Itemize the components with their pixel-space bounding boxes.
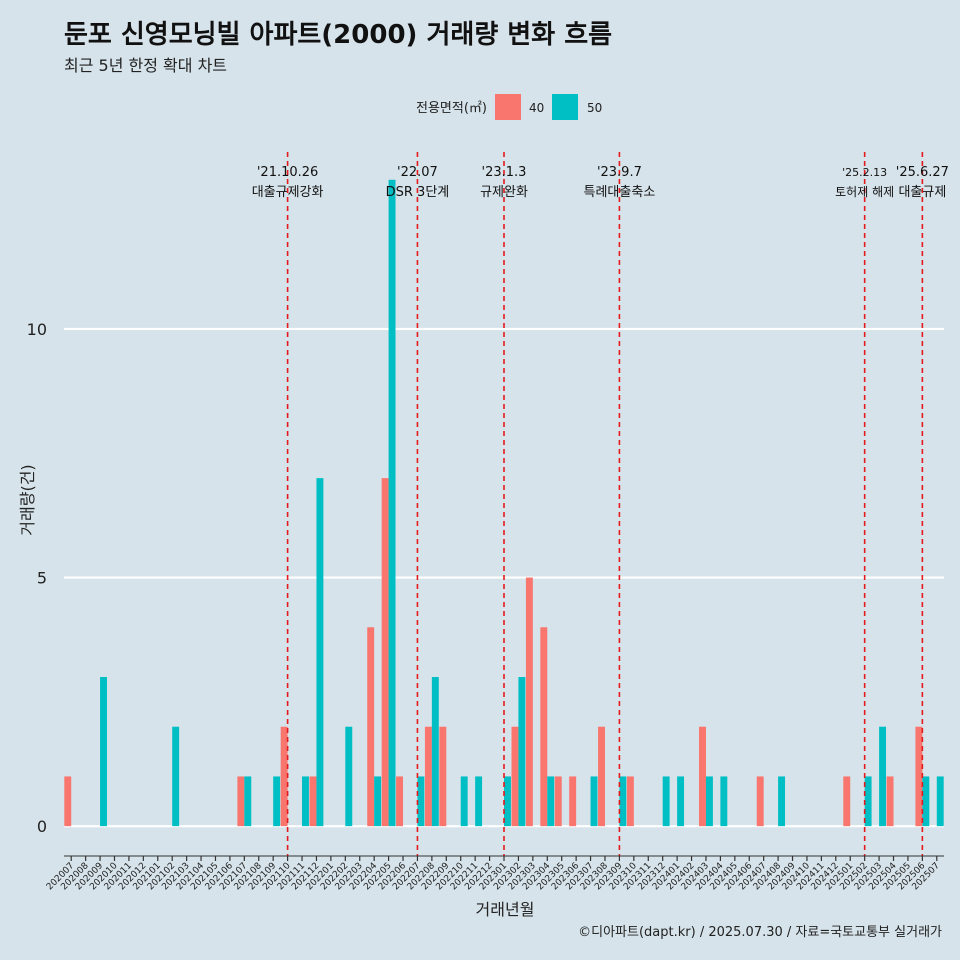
bar-50-202304 bbox=[547, 776, 555, 827]
bar-40-202205 bbox=[381, 478, 389, 827]
bar-50-202009 bbox=[100, 677, 107, 827]
bar-50-202211 bbox=[475, 776, 483, 827]
bar-40-202308 bbox=[598, 726, 605, 827]
bar-40-202504 bbox=[886, 776, 894, 827]
bar-50-202302 bbox=[518, 677, 526, 827]
chart-subtitle: 최근 5년 한정 확대 차트 bbox=[64, 56, 228, 75]
bar-50-202507 bbox=[936, 776, 944, 827]
bar-40-202110 bbox=[280, 726, 288, 827]
bar-40-202303 bbox=[525, 577, 533, 827]
event-label-202301: 규제완화 bbox=[480, 185, 528, 200]
legend-label-40: 40 bbox=[529, 101, 544, 115]
bar-50-202309 bbox=[619, 776, 627, 827]
event-date-202506: '25.6.27 bbox=[896, 165, 949, 180]
bar-40-202306 bbox=[569, 776, 577, 827]
bar-50-202111 bbox=[302, 776, 309, 827]
bar-40-202310 bbox=[626, 776, 634, 827]
y-axis-label: 거래량(건) bbox=[18, 464, 37, 535]
bar-50-202109 bbox=[273, 776, 281, 827]
bar-50-202403 bbox=[705, 776, 713, 827]
bar-50-202312 bbox=[662, 776, 670, 827]
event-date-202502: '25.2.13 bbox=[842, 166, 887, 179]
bar-50-202506 bbox=[922, 776, 930, 827]
bar-40-202208 bbox=[424, 726, 432, 827]
caption: ©디아파트(dapt.kr) / 2025.07.30 / 자료=국토교통부 실… bbox=[578, 925, 942, 940]
bar-40-202403 bbox=[699, 726, 706, 827]
x-axis-label: 거래년월 bbox=[476, 900, 535, 919]
event-label-202506: 대출규제 bbox=[898, 185, 946, 200]
bar-40-202506 bbox=[915, 726, 923, 827]
bar-40-202107 bbox=[237, 776, 245, 827]
legend-title: 전용면적(㎡) bbox=[416, 101, 487, 116]
event-label-202309: 특례대출축소 bbox=[584, 185, 656, 200]
y-tick-label-5: 5 bbox=[37, 569, 47, 588]
bar-50-202208 bbox=[431, 677, 439, 827]
bar-50-202404 bbox=[720, 776, 728, 827]
bar-40-202007 bbox=[64, 776, 72, 827]
bar-50-202205 bbox=[388, 179, 396, 827]
event-label-202110: 대출규제강화 bbox=[252, 185, 324, 200]
bar-50-202408 bbox=[778, 776, 786, 827]
event-date-202301: '23.1.3 bbox=[482, 165, 527, 180]
bar-40-202501 bbox=[843, 776, 851, 827]
bar-40-202302 bbox=[511, 726, 519, 827]
bar-50-202401 bbox=[677, 776, 685, 827]
bar-40-202305 bbox=[554, 776, 562, 827]
bar-40-202206 bbox=[396, 776, 404, 827]
bar-50-202210 bbox=[460, 776, 468, 827]
bar-50-202107 bbox=[244, 776, 252, 827]
bar-40-202209 bbox=[439, 726, 447, 827]
bar-50-202112 bbox=[316, 478, 324, 827]
legend-swatch-50 bbox=[552, 94, 578, 120]
bar-50-202502 bbox=[864, 776, 872, 827]
bar-40-202112 bbox=[309, 776, 317, 827]
bar-40-202407 bbox=[756, 776, 764, 827]
event-date-202110: '21.10.26 bbox=[257, 165, 318, 180]
bar-50-202204 bbox=[374, 776, 382, 827]
bar-50-202503 bbox=[879, 726, 887, 827]
event-date-202207: '22.07 bbox=[397, 165, 438, 180]
event-date-202309: '23.9.7 bbox=[597, 165, 642, 180]
event-label-202207: DSR 3단계 bbox=[386, 185, 450, 200]
legend: 전용면적(㎡) 40 50 bbox=[416, 94, 602, 120]
chart-title: 둔포 신영모닝빌 아파트(2000) 거래량 변화 흐름 bbox=[64, 20, 613, 50]
legend-swatch-40 bbox=[495, 94, 521, 120]
bar-50-202207 bbox=[417, 776, 425, 827]
y-tick-label-0: 0 bbox=[37, 817, 47, 836]
y-tick-label-10: 10 bbox=[27, 320, 47, 339]
event-label-202502: 토허제 해제 bbox=[835, 185, 894, 199]
legend-label-50: 50 bbox=[587, 101, 602, 115]
bar-50-202202 bbox=[345, 726, 353, 827]
bar-50-202102 bbox=[172, 726, 180, 827]
bar-40-202304 bbox=[540, 627, 548, 827]
bar-50-202301 bbox=[504, 776, 511, 827]
bar-50-202307 bbox=[590, 776, 598, 827]
bar-40-202204 bbox=[367, 627, 375, 827]
